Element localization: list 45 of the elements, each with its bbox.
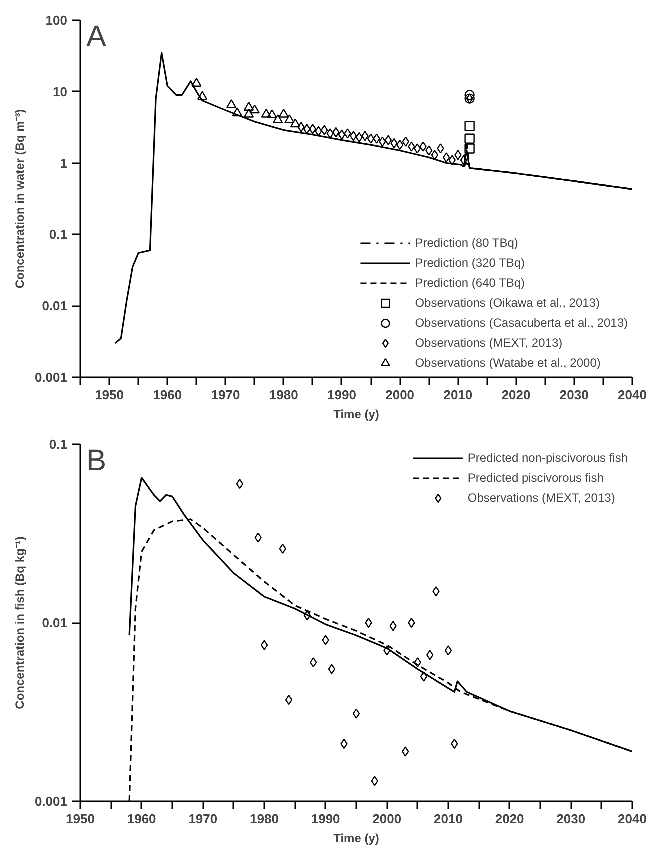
y-tick-label: 0.01 — [42, 616, 68, 630]
legend-label: Prediction (320 TBq) — [415, 256, 526, 270]
x-tick-label: 1980 — [250, 812, 279, 826]
legend-label: Prediction (640 TBq) — [415, 276, 526, 290]
x-tick-label: 1950 — [95, 388, 124, 402]
x-tick-label: 2000 — [372, 812, 402, 826]
x-tick-label: 2040 — [618, 812, 647, 826]
y-tick-label: 1 — [60, 156, 68, 171]
x-tick-label: 2030 — [560, 388, 589, 402]
legend-label: Observations (MEXT, 2013) — [468, 491, 616, 505]
x-tick-label: 2020 — [502, 388, 531, 402]
y-tick-label: 0.001 — [34, 794, 68, 809]
y-axis-title: Concentration in water (Bq m⁻³) — [12, 109, 27, 289]
y-tick-label: 0.01 — [42, 298, 68, 314]
x-axis-title: Time (y) — [334, 408, 380, 422]
x-tick-label: 2040 — [618, 388, 647, 402]
x-tick-label: 1980 — [269, 388, 298, 402]
x-tick-label: 1970 — [211, 388, 240, 402]
y-tick-label: 0.001 — [34, 370, 68, 385]
x-tick-label: 2020 — [495, 812, 524, 826]
x-axis-title: Time (y) — [334, 832, 380, 846]
x-tick-label: 1990 — [311, 812, 340, 826]
x-tick-label: 2000 — [386, 388, 415, 402]
x-tick-label: 2010 — [444, 388, 473, 402]
x-tick-label: 1960 — [127, 812, 156, 826]
annotation: B — [86, 444, 107, 478]
x-tick-label: 1990 — [328, 388, 356, 402]
y-tick-label: 0.1 — [49, 227, 68, 242]
x-tick-label: 1970 — [188, 812, 218, 826]
legend-label: Predicted piscivorous fish — [468, 471, 604, 485]
y-axis-title: Concentration in fish (Bq kg⁻¹) — [12, 536, 27, 710]
x-tick-label: 1950 — [66, 812, 95, 826]
legend-label: Prediction (80 TBq) — [415, 236, 518, 250]
legend-label: Observations (Casacuberta et al., 2013) — [415, 316, 628, 330]
y-tick-label: 0.1 — [49, 437, 68, 452]
y-tick-label: 10 — [53, 84, 68, 100]
annotation: A — [86, 20, 107, 54]
x-tick-label: 2010 — [434, 812, 463, 826]
legend-label: Observations (Watabe et al., 2000) — [415, 356, 601, 370]
y-tick-label: 100 — [46, 13, 68, 28]
x-tick-label: 2030 — [556, 812, 586, 826]
legend-label: Predicted non-piscivorous fish — [468, 451, 628, 465]
legend-label: Observations (Oikawa et al., 2013) — [415, 296, 600, 310]
legend-label: Observations (MEXT, 2013) — [415, 336, 563, 350]
x-tick-label: 1960 — [153, 388, 182, 402]
